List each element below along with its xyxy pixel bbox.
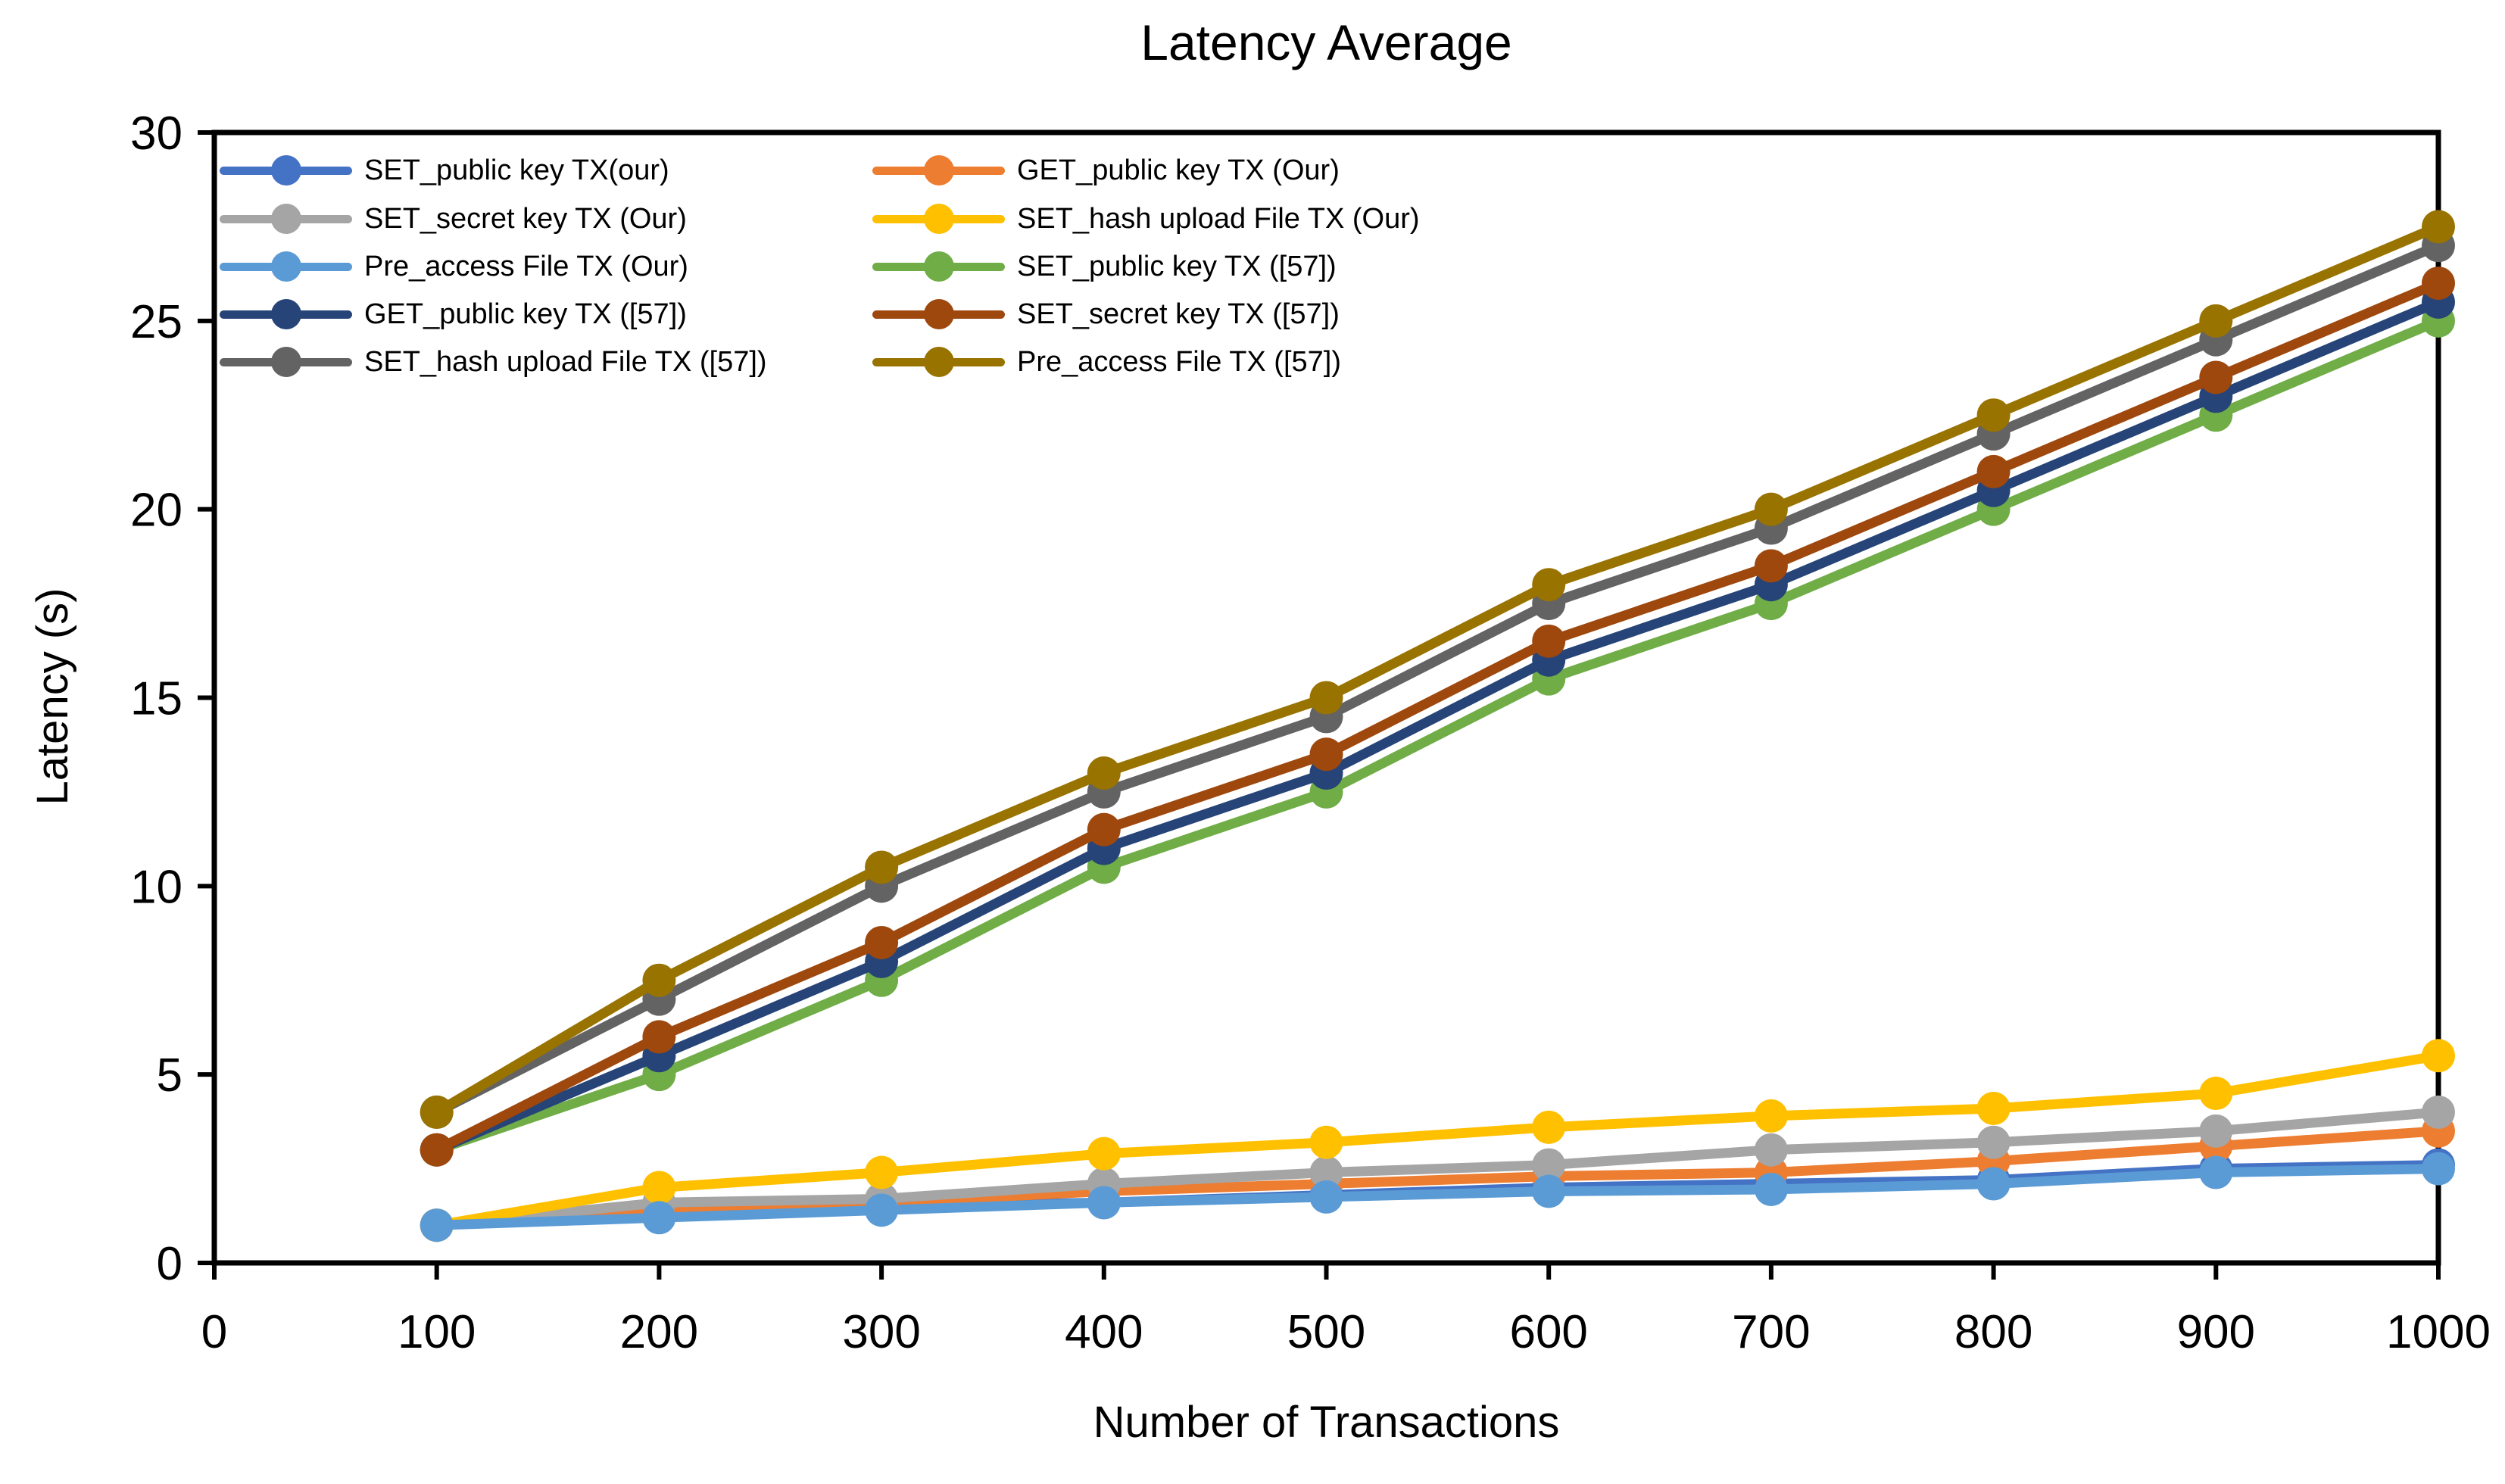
x-tick-label: 300 — [842, 1306, 920, 1358]
x-tick-label: 900 — [2177, 1306, 2255, 1358]
chart-title: Latency Average — [1140, 14, 1512, 70]
data-point-marker-2 — [2422, 1095, 2455, 1129]
data-point-marker-7 — [420, 1133, 454, 1167]
data-point-marker-9 — [420, 1095, 454, 1129]
data-point-marker-3 — [1309, 1125, 1343, 1159]
data-point-marker-9 — [642, 963, 676, 997]
data-point-marker-4 — [2199, 1155, 2233, 1189]
data-point-marker-7 — [865, 925, 899, 959]
data-point-marker-7 — [1532, 624, 1566, 658]
data-point-marker-9 — [1976, 398, 2011, 432]
data-point-marker-3 — [642, 1171, 676, 1205]
y-tick-label: 10 — [130, 861, 182, 913]
data-point-marker-9 — [865, 850, 899, 884]
data-point-marker-7 — [1754, 549, 1788, 583]
y-tick-label: 30 — [130, 108, 182, 160]
data-point-marker-3 — [2199, 1077, 2233, 1111]
data-point-marker-3 — [2422, 1039, 2455, 1073]
y-tick-label: 15 — [130, 673, 182, 725]
x-tick-label: 0 — [201, 1306, 227, 1358]
data-point-marker-3 — [1532, 1110, 1566, 1144]
x-tick-label: 400 — [1065, 1306, 1143, 1358]
data-point-marker-4 — [1532, 1174, 1566, 1208]
series-line-8 — [432, 240, 2444, 1118]
data-point-marker-4 — [420, 1208, 454, 1242]
series-line-4 — [432, 1164, 2444, 1230]
data-point-marker-4 — [642, 1201, 676, 1235]
data-point-marker-4 — [1087, 1186, 1121, 1220]
x-tick-label: 100 — [398, 1306, 476, 1358]
x-axis-title: Number of Transactions — [1093, 1398, 1560, 1447]
y-tick-label: 5 — [157, 1049, 182, 1102]
data-point-marker-9 — [2199, 304, 2233, 338]
data-point-marker-7 — [2199, 360, 2233, 394]
x-tick-label: 1000 — [2386, 1306, 2491, 1358]
x-tick-label: 800 — [1954, 1306, 2032, 1358]
data-point-marker-9 — [1754, 492, 1788, 526]
data-point-marker-4 — [1976, 1167, 2011, 1201]
x-tick-label: 700 — [1732, 1306, 1810, 1358]
data-point-marker-4 — [1309, 1180, 1343, 1214]
data-point-marker-9 — [2422, 210, 2455, 244]
y-tick-label: 20 — [130, 485, 182, 537]
x-tick-label: 200 — [620, 1306, 698, 1358]
series-line-1 — [432, 1126, 2444, 1230]
series-line-9 — [432, 221, 2444, 1118]
data-point-marker-7 — [2422, 267, 2455, 301]
data-point-marker-7 — [1309, 737, 1343, 772]
data-point-marker-7 — [1087, 812, 1121, 846]
data-point-marker-2 — [1309, 1155, 1343, 1189]
data-point-marker-2 — [1532, 1148, 1566, 1182]
series-line-2 — [432, 1107, 2444, 1230]
series-line-5 — [432, 316, 2444, 1155]
data-point-marker-9 — [1532, 568, 1566, 602]
data-point-marker-3 — [1976, 1091, 2011, 1125]
series-line-6 — [432, 297, 2444, 1155]
data-point-marker-7 — [1976, 454, 2011, 488]
data-point-marker-9 — [1309, 681, 1343, 715]
data-point-marker-2 — [1754, 1133, 1788, 1167]
y-tick-label: 25 — [130, 296, 182, 348]
data-point-marker-3 — [1754, 1099, 1788, 1133]
data-point-marker-2 — [2199, 1114, 2233, 1148]
data-point-marker-9 — [1087, 756, 1121, 790]
series-line-3 — [432, 1050, 2444, 1230]
data-point-marker-2 — [1976, 1125, 2011, 1159]
data-point-marker-3 — [1087, 1136, 1121, 1171]
data-point-marker-3 — [865, 1155, 899, 1189]
y-tick-label: 0 — [157, 1238, 182, 1290]
data-point-marker-7 — [642, 1020, 676, 1054]
series-line-7 — [432, 278, 2444, 1155]
x-tick-label: 500 — [1287, 1306, 1365, 1358]
x-tick-label: 600 — [1509, 1306, 1587, 1358]
data-point-marker-4 — [2422, 1152, 2455, 1186]
data-point-marker-4 — [1754, 1172, 1788, 1206]
data-point-marker-4 — [865, 1193, 899, 1227]
